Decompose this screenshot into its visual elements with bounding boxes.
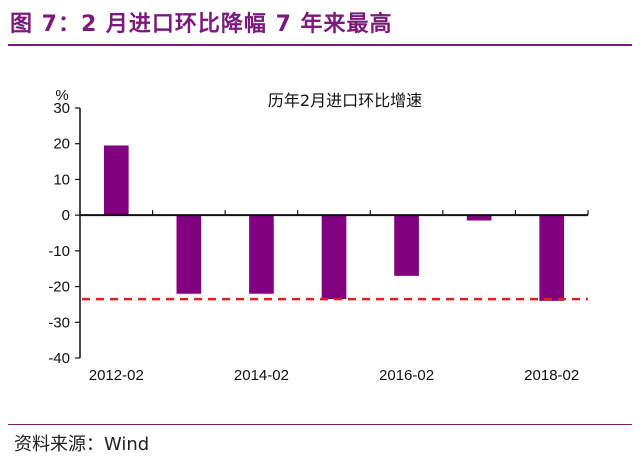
bar-2018-02 (539, 215, 565, 301)
x-tick-label: 2012-02 (89, 367, 144, 384)
bar-2013-02 (176, 215, 202, 294)
y-tick-label: -20 (48, 279, 70, 296)
y-tick-label: 0 (62, 207, 70, 224)
bar-2016-02 (394, 215, 419, 276)
y-tick-label: 10 (53, 171, 70, 188)
x-tick-label: 2016-02 (379, 367, 434, 384)
source-note: 资料来源：Wind (14, 434, 150, 455)
bar-2017-02 (466, 215, 492, 221)
chart-title: 历年2月进口环比增速 (268, 91, 422, 110)
y-tick-label: -10 (48, 243, 70, 260)
y-tick-label: 20 (53, 136, 70, 153)
y-tick-label: -40 (48, 350, 70, 367)
y-tick-label: 30 (53, 100, 70, 117)
top-divider (8, 44, 632, 46)
bar-2015-02 (321, 215, 347, 300)
bottom-divider (8, 424, 632, 425)
bar-2014-02 (249, 215, 274, 294)
y-axis-unit-label: % (55, 87, 68, 104)
x-tick-label: 2014-02 (234, 367, 289, 384)
figure-title: 图 7：2 月进口环比降幅 7 年来最高 (10, 12, 393, 37)
bar-2012-02 (103, 145, 129, 216)
x-tick-label: 2018-02 (524, 367, 579, 384)
y-tick-label: -30 (48, 314, 70, 331)
